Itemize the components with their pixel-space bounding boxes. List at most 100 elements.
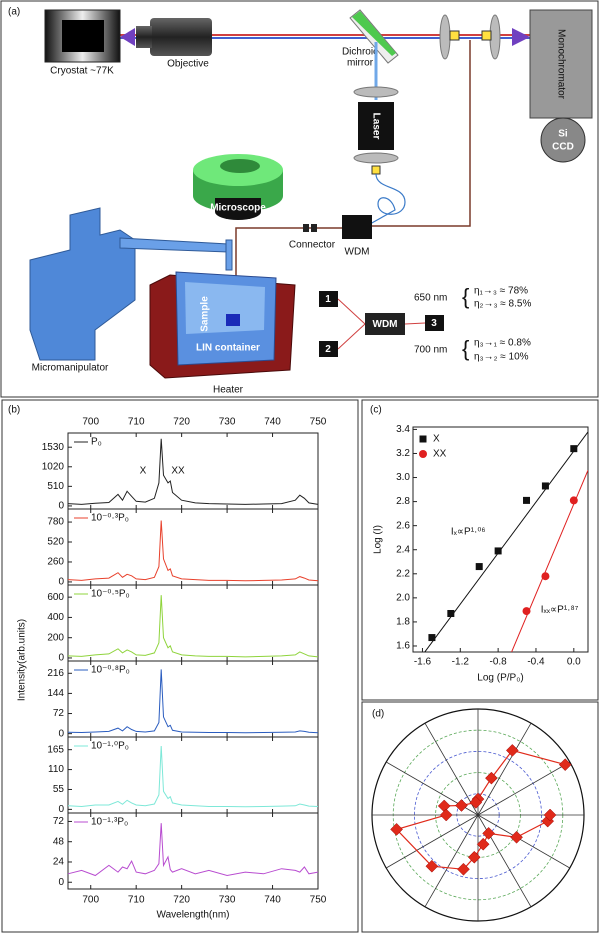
legend-label: 10⁻⁰·⁵P₀ [91, 589, 130, 600]
x-tick-label: -0.8 [490, 657, 508, 668]
arm [119, 237, 229, 253]
point [494, 547, 502, 555]
label: η₁→₃ ≈ 78% [474, 286, 528, 297]
panel-border [361, 701, 599, 933]
legend-marker [419, 450, 427, 458]
y-axis-label: Log (I) [373, 525, 384, 554]
annotation: X [140, 466, 147, 477]
cryostat-window [62, 20, 104, 52]
x-tick-label: 720 [173, 417, 190, 428]
ccd [540, 117, 586, 163]
point [558, 758, 572, 772]
point [475, 563, 483, 571]
point [469, 796, 483, 809]
legend-label: XX [433, 449, 447, 460]
point [428, 634, 436, 642]
legend-label: 10⁻⁰·⁸P₀ [91, 665, 130, 676]
panel-label: (a) [8, 7, 20, 18]
y-tick-label: 520 [47, 537, 64, 548]
y-tick-label: 144 [47, 688, 64, 699]
x-tick-label: 720 [173, 895, 190, 906]
label: η₃→₁ ≈ 0.8% [474, 338, 531, 349]
y-tick-label: 780 [47, 517, 64, 528]
spectrum-line [67, 669, 319, 734]
y-tick-label: 0 [58, 653, 64, 664]
radial-grid [386, 814, 479, 869]
legend-label: P₀ [91, 437, 102, 448]
point [505, 744, 519, 757]
link [337, 323, 366, 350]
y-tick-label: 400 [47, 612, 64, 623]
x-tick-label: 740 [264, 895, 281, 906]
y-axis-label: Intensity(arb.units) [17, 619, 28, 701]
y-tick-label: 0 [58, 577, 64, 588]
y-tick-label: 600 [47, 592, 64, 603]
legend-label: 10⁻⁰·³P₀ [91, 513, 129, 524]
label: 2 [325, 344, 331, 355]
wdm [342, 215, 372, 239]
y-tick-label: 3.4 [396, 424, 410, 435]
point [447, 609, 455, 617]
connector [311, 224, 317, 232]
x-tick-label: 700 [82, 417, 99, 428]
objective [150, 18, 212, 56]
label: 3 [431, 318, 437, 329]
label: Connector [289, 240, 336, 251]
legend-label: 10⁻¹·³P₀ [91, 817, 128, 828]
sample [226, 314, 240, 326]
y-tick-label: 1530 [42, 442, 65, 453]
lens [353, 86, 399, 98]
point [425, 859, 439, 873]
label: Dichroic [342, 47, 378, 58]
legend-label: X [433, 434, 440, 445]
point [541, 482, 549, 490]
label: WDM [373, 319, 398, 330]
y-tick-label: 0 [58, 877, 64, 888]
label: CCD [552, 142, 574, 153]
panel-border [0, 0, 599, 398]
point [439, 808, 453, 822]
y-tick-label: 72 [53, 816, 65, 827]
x-tick-label: 750 [310, 417, 327, 428]
brace: { [462, 336, 469, 361]
point [485, 771, 498, 785]
label: 1 [325, 294, 331, 305]
lens [353, 152, 399, 164]
label: Micromanipulator [32, 363, 109, 374]
x-tick-label: 710 [128, 895, 145, 906]
label: Heater [213, 385, 244, 396]
label: Microscope [210, 203, 266, 214]
port [425, 315, 444, 331]
y-tick-label: 510 [47, 481, 64, 492]
y-tick-label: 1.6 [396, 641, 410, 652]
microscope-top [220, 159, 260, 173]
point [476, 837, 490, 851]
point [522, 607, 531, 616]
port [319, 341, 338, 357]
brace: { [462, 284, 469, 309]
objective-tip [136, 26, 152, 48]
point [541, 572, 550, 581]
label: mirror [347, 58, 374, 69]
point [543, 808, 557, 822]
y-tick-label: 72 [53, 708, 65, 719]
spectrum-line [67, 595, 319, 658]
x-tick-label: 730 [219, 417, 236, 428]
panel-label: (d) [372, 709, 384, 720]
fiber [369, 173, 406, 225]
radial-grid [477, 814, 532, 907]
y-tick-label: 1.8 [396, 617, 410, 628]
micromanipulator [29, 207, 136, 361]
label: 700 nm [414, 345, 447, 356]
y-tick-label: 2.0 [396, 592, 410, 603]
spectrum-line [67, 438, 319, 505]
point [390, 823, 403, 836]
label: Cryostat ~77K [50, 66, 114, 77]
radial-grid [424, 814, 479, 907]
fiber-coupler [481, 30, 492, 41]
y-tick-label: 24 [53, 857, 65, 868]
y-tick-label: 165 [47, 744, 64, 755]
panel-label: (c) [370, 405, 382, 416]
point [455, 799, 468, 812]
